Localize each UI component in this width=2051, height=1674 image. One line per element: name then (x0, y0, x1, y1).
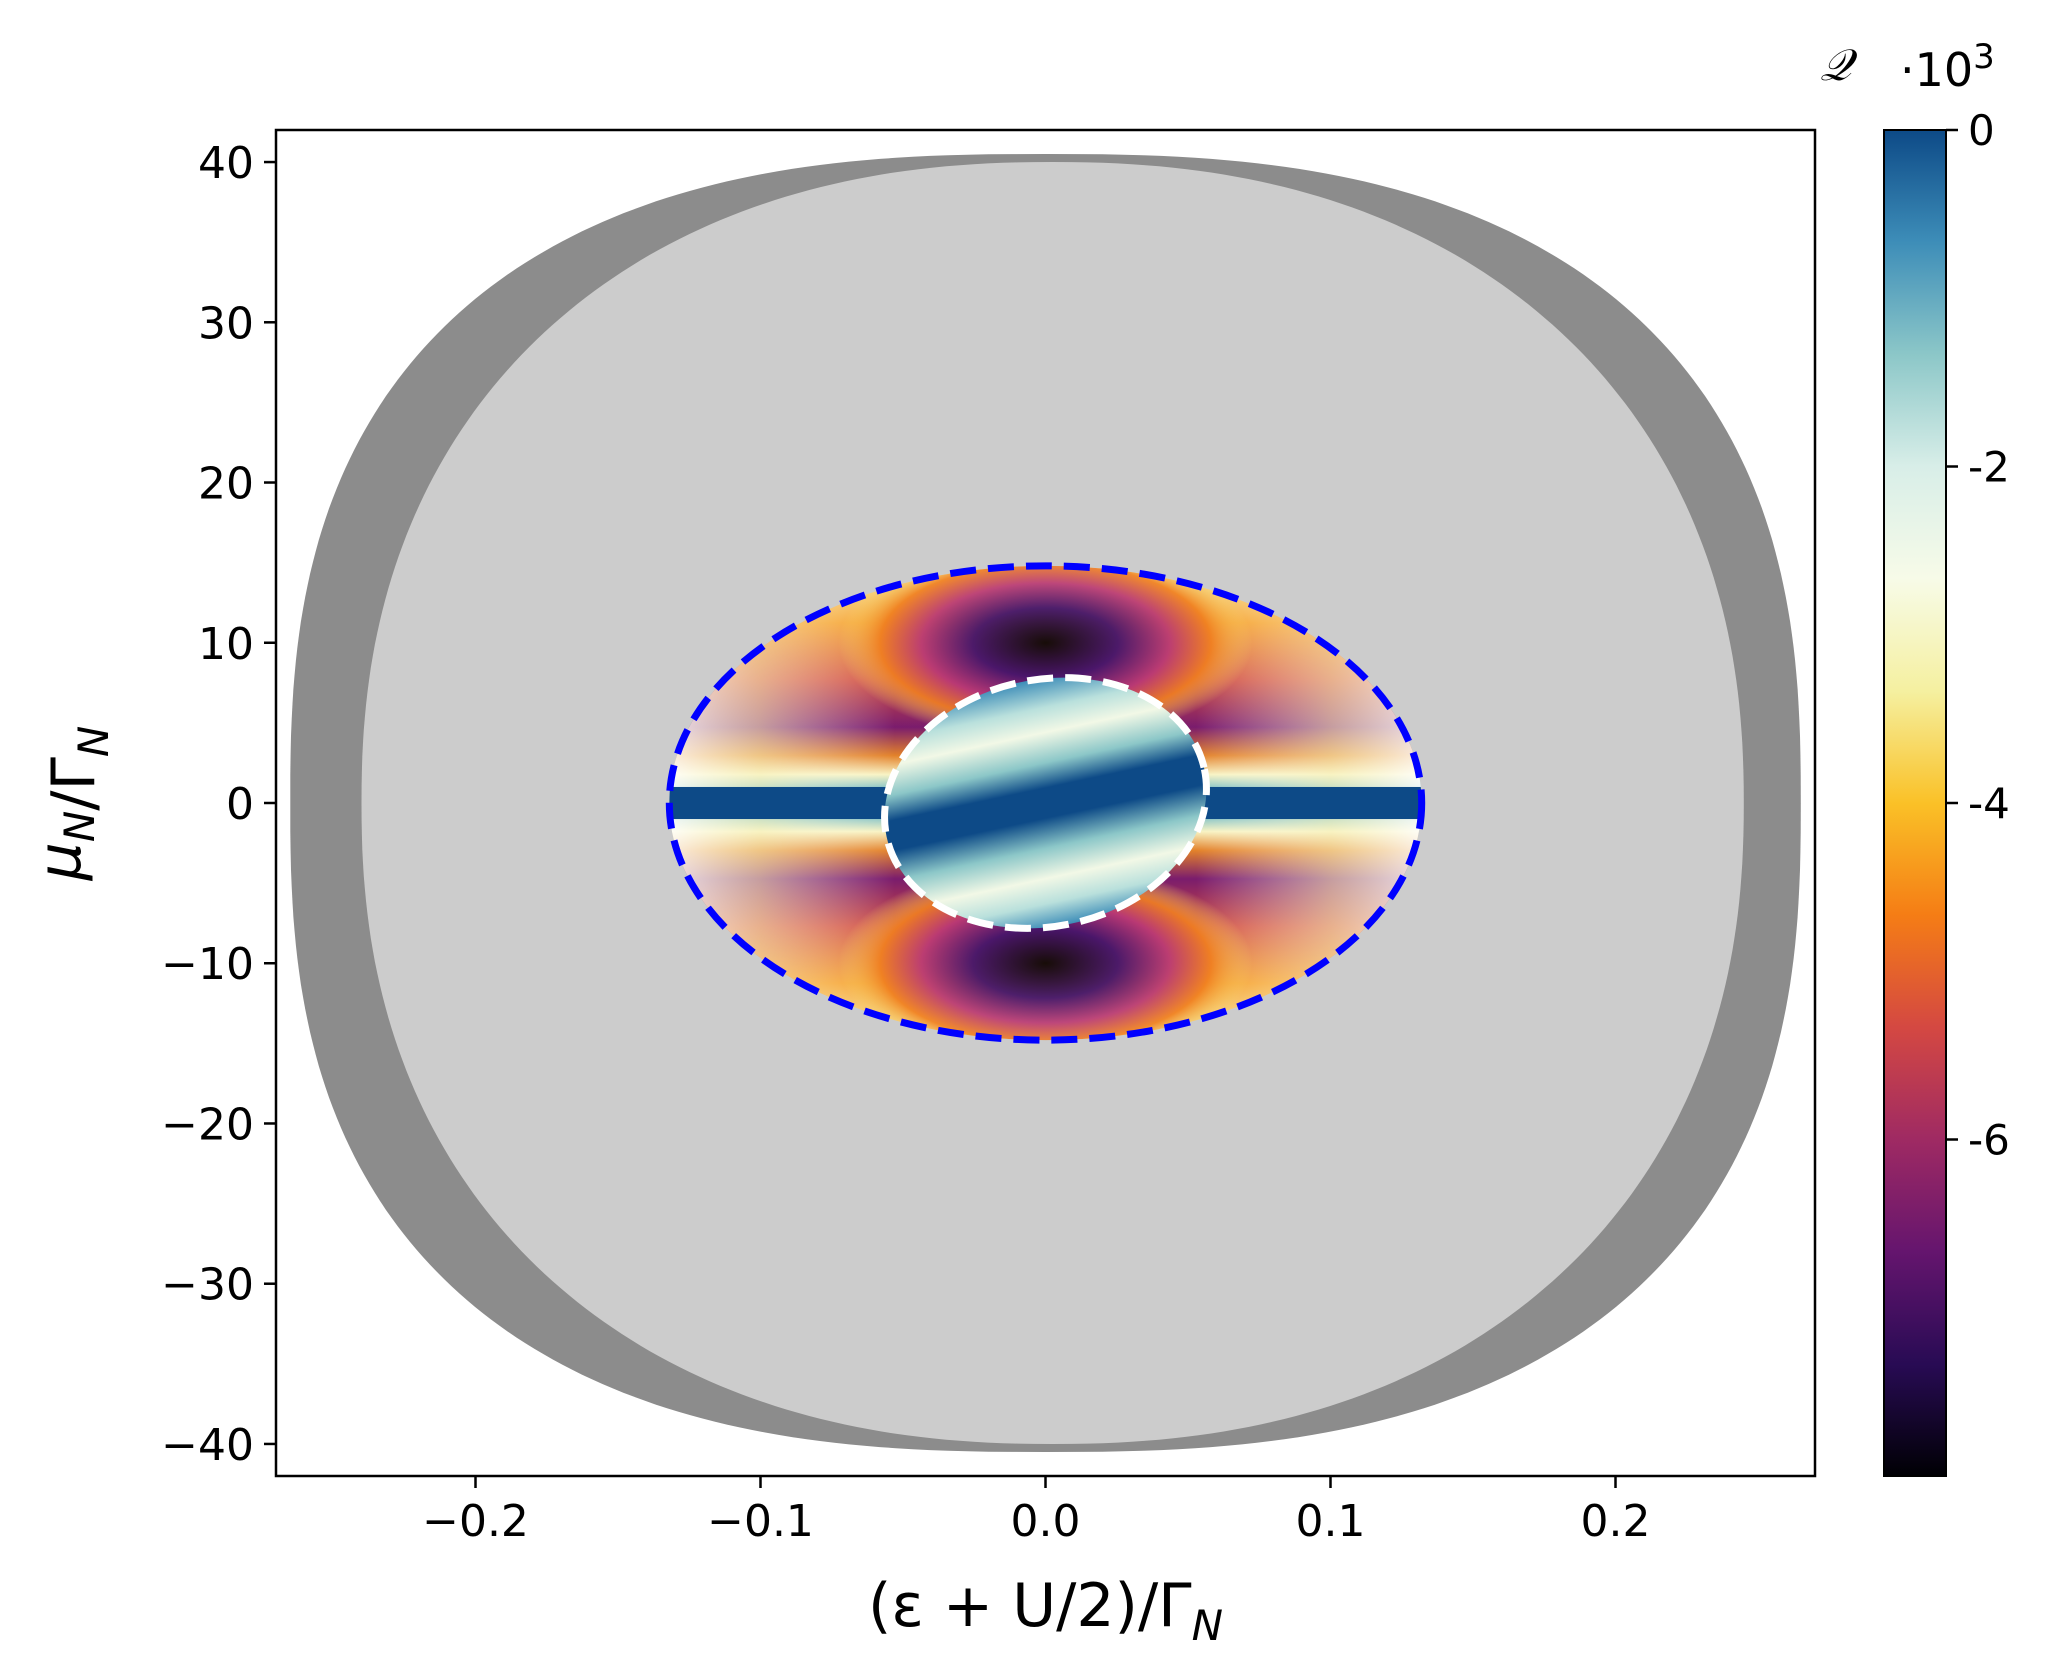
heatmap-minimum-1 (838, 565, 1253, 743)
x-tick-label: 0.0 (1011, 1496, 1081, 1547)
y-tick-label: 40 (198, 138, 254, 189)
y-tick-label: 30 (198, 298, 254, 349)
colorbar-gradient (1883, 129, 1947, 1477)
y-tick-label: −30 (161, 1260, 254, 1311)
x-tick-label: 0.2 (1581, 1496, 1651, 1547)
inner-ellipse-fill (884, 677, 1207, 929)
colorbar-tick-label: 0 (1968, 106, 1995, 155)
x-axis-label: (ε + U/2)/ΓN (868, 1571, 1223, 1650)
x-axis: −0.2 −0.1 0.0 0.1 0.2 (422, 1476, 1650, 1547)
x-tick-label: −0.2 (422, 1496, 529, 1547)
y-tick-label: −10 (161, 939, 254, 990)
colorbar-title: 𝒬 (1820, 40, 1858, 91)
y-tick-label: 20 (198, 459, 254, 510)
colorbar-tick-label: -4 (1968, 779, 2010, 828)
y-tick-label: −40 (161, 1420, 254, 1471)
plot-area (290, 154, 1801, 1452)
inner-ellipse-white-dashed (881, 674, 1210, 932)
colorbar-tick-label: -2 (1968, 443, 2010, 492)
colorbar: 0 -2 -4 -6 (1883, 106, 2010, 1477)
y-tick-label: 10 (198, 619, 254, 670)
y-tick-label: −20 (161, 1099, 254, 1150)
colorbar-multiplier: ·103 (1900, 37, 1995, 97)
x-tick-label: 0.1 (1296, 1496, 1366, 1547)
inner-ellipse-group (881, 674, 1210, 932)
x-tick-label: −0.1 (707, 1496, 814, 1547)
heatmap-minimum-2 (838, 863, 1253, 1041)
y-tick-label: 0 (226, 779, 254, 830)
colorbar-tick-label: -6 (1968, 1116, 2010, 1165)
outer-ellipse-blue-dashed (665, 562, 1426, 1044)
y-axis-label: μN/ΓN (25, 726, 118, 882)
y-axis: 40 30 20 10 0 −10 −20 −30 −40 (161, 138, 276, 1471)
